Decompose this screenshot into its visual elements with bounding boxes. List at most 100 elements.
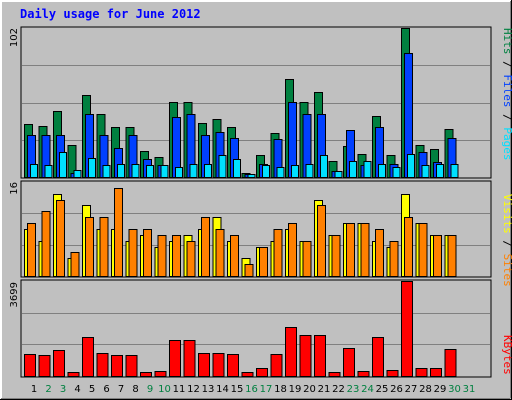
pages-bar-day-14 xyxy=(218,155,227,178)
panel-1-legend-part-3: Files xyxy=(501,74,512,107)
x-tick-day-23: 23 xyxy=(347,384,360,395)
chart-title: Daily usage for June 2012 xyxy=(20,7,201,21)
panel-2-legend-part-2: / xyxy=(501,234,512,254)
sites-bar-day-17 xyxy=(259,247,268,277)
pages-bar-day-26 xyxy=(392,167,401,178)
sites-bar-day-4 xyxy=(70,252,80,277)
x-tick-day-20: 20 xyxy=(303,384,316,395)
x-tick-day-9: 9 xyxy=(147,384,153,395)
sites-bar-day-19 xyxy=(288,223,297,277)
kbytes-bar-day-28 xyxy=(415,368,428,377)
x-tick-day-27: 27 xyxy=(405,384,418,395)
kbytes-bar-day-25 xyxy=(372,337,384,377)
x-tick-day-31: 31 xyxy=(463,384,476,395)
pages-bar-day-4 xyxy=(73,170,82,178)
sites-bar-day-13 xyxy=(201,217,210,277)
x-tick-day-24: 24 xyxy=(361,384,374,395)
pages-bar-day-30 xyxy=(450,164,459,178)
kbytes-bar-day-1 xyxy=(24,354,36,377)
pages-bar-day-21 xyxy=(320,155,328,178)
kbytes-bar-day-17 xyxy=(256,368,268,377)
sites-bar-day-21 xyxy=(317,205,326,277)
sites-bar-day-26 xyxy=(389,241,399,277)
kbytes-bar-day-6 xyxy=(96,353,109,377)
x-tick-day-10: 10 xyxy=(158,384,171,395)
pages-bar-day-15 xyxy=(233,159,241,178)
panel-2-legend: Visits / Sites xyxy=(501,194,512,287)
kbytes-bar-day-14 xyxy=(212,353,225,377)
kbytes-bar-day-5 xyxy=(82,337,94,377)
sites-bar-day-8 xyxy=(128,229,138,277)
pages-bar-day-3 xyxy=(59,152,67,178)
x-tick-day-14: 14 xyxy=(216,384,229,395)
pages-bar-day-25 xyxy=(378,164,386,178)
sites-bar-day-2 xyxy=(41,211,51,277)
kbytes-bar-day-24 xyxy=(357,371,370,377)
panel-1-legend-part-5: Pages xyxy=(501,127,512,160)
kbytes-bar-day-2 xyxy=(38,355,51,377)
kbytes-bar-day-13 xyxy=(198,353,210,377)
kbytes-bar-day-3 xyxy=(53,350,65,377)
panel-2-ymax-label: 16 xyxy=(9,182,20,195)
x-tick-day-16: 16 xyxy=(245,384,258,395)
sites-bar-day-3 xyxy=(56,200,65,277)
kbytes-bar-day-22 xyxy=(328,372,341,377)
x-tick-day-12: 12 xyxy=(187,384,200,395)
kbytes-bar-day-4 xyxy=(67,372,80,377)
kbytes-bar-day-19 xyxy=(285,327,297,377)
x-tick-day-8: 8 xyxy=(132,384,138,395)
sites-bar-day-20 xyxy=(302,241,312,277)
pages-bar-day-22 xyxy=(334,171,343,178)
pages-bar-day-27 xyxy=(407,154,415,178)
kbytes-bar-day-16 xyxy=(241,372,254,377)
pages-bar-day-17 xyxy=(262,165,270,178)
panel-2-legend-part-3: Sites xyxy=(501,254,512,287)
kbytes-bar-day-10 xyxy=(154,371,167,377)
sites-bar-day-14 xyxy=(215,229,225,277)
x-tick-day-26: 26 xyxy=(390,384,403,395)
x-tick-day-17: 17 xyxy=(260,384,273,395)
pages-bar-day-1 xyxy=(30,164,38,178)
sites-bar-day-16 xyxy=(244,264,254,277)
panel-1-ymax-label: 102 xyxy=(9,28,20,47)
x-tick-day-29: 29 xyxy=(434,384,447,395)
pages-bar-day-7 xyxy=(117,164,125,178)
panel-3-ymax-label: 3699 xyxy=(9,282,20,307)
kbytes-bar-day-9 xyxy=(140,372,152,377)
pages-bar-day-19 xyxy=(291,165,299,178)
pages-bar-day-6 xyxy=(102,165,111,178)
kbytes-bar-day-27 xyxy=(401,281,413,377)
pages-bar-day-24 xyxy=(363,161,372,178)
pages-bar-day-9 xyxy=(146,165,154,178)
pages-bar-day-8 xyxy=(131,164,140,178)
panel-1-legend-part-1: Hits xyxy=(501,28,512,55)
kbytes-bar-day-26 xyxy=(386,370,399,377)
x-tick-day-4: 4 xyxy=(74,384,80,395)
panel-3-legend: KBytes xyxy=(501,335,512,375)
kbytes-bar-day-20 xyxy=(299,335,312,377)
pages-bar-day-23 xyxy=(349,161,357,178)
pages-bar-day-11 xyxy=(175,167,183,178)
sites-bar-day-6 xyxy=(99,217,109,277)
pages-bar-day-13 xyxy=(204,164,212,178)
sites-bar-day-9 xyxy=(143,229,152,277)
x-tick-day-28: 28 xyxy=(419,384,432,395)
kbytes-bar-day-29 xyxy=(430,368,442,377)
panel-3-legend-part-1: KBytes xyxy=(501,335,512,375)
kbytes-bar-day-11 xyxy=(169,340,181,377)
sites-bar-day-22 xyxy=(331,235,341,277)
pages-bar-day-5 xyxy=(88,158,96,178)
sites-bar-day-5 xyxy=(85,217,94,277)
pages-bar-day-29 xyxy=(436,164,444,178)
kbytes-bar-day-30 xyxy=(444,349,457,377)
x-tick-day-25: 25 xyxy=(376,384,389,395)
panel-1-legend-part-2: / xyxy=(501,55,512,75)
sites-bar-day-24 xyxy=(360,223,370,277)
sites-bar-day-30 xyxy=(447,235,457,277)
x-tick-day-1: 1 xyxy=(31,384,37,395)
x-tick-day-5: 5 xyxy=(89,384,95,395)
sites-bar-day-23 xyxy=(346,223,355,277)
sites-bar-day-18 xyxy=(273,229,283,277)
kbytes-bar-day-23 xyxy=(343,348,355,377)
